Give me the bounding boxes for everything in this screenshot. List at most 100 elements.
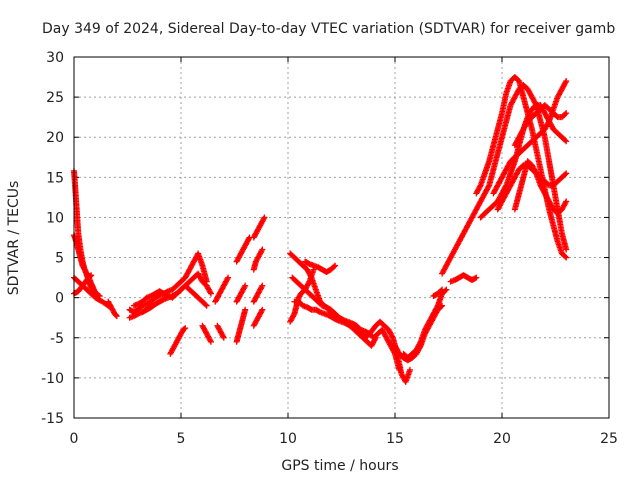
y-tick-label: -5: [50, 331, 64, 347]
data-point: [220, 334, 227, 341]
series-s34: [447, 272, 480, 285]
data-point: [562, 111, 569, 118]
series-s5: [105, 298, 120, 320]
data-point: [242, 306, 249, 313]
y-axis-label: SDTVAR / TECUs: [6, 181, 22, 296]
data-point: [563, 78, 570, 85]
series-s18: [250, 246, 266, 273]
data-point: [259, 282, 266, 289]
series-s16: [250, 306, 266, 329]
data-point: [220, 333, 227, 340]
data-point: [241, 283, 248, 290]
x-tick-label: 25: [600, 431, 618, 447]
data-point: [203, 302, 210, 309]
x-tick-label: 10: [279, 431, 297, 447]
y-tick-label: -10: [41, 371, 64, 387]
data-point: [242, 282, 249, 289]
x-tick-label: 5: [177, 431, 186, 447]
data-point: [331, 263, 338, 270]
y-tick-label: 25: [46, 90, 64, 106]
series-s4: [71, 272, 95, 297]
data-point: [258, 308, 265, 315]
data-point: [389, 333, 396, 340]
x-tick-label: 20: [493, 431, 511, 447]
data-point: [259, 246, 266, 253]
data-point: [563, 254, 570, 261]
data-point: [202, 301, 209, 308]
data-point: [562, 137, 569, 144]
data-point: [225, 274, 232, 281]
data-point: [258, 283, 265, 290]
data-point: [207, 289, 214, 296]
data-point: [207, 338, 214, 345]
data-point: [545, 119, 552, 126]
data-point: [563, 198, 570, 205]
series-s12: [214, 322, 227, 341]
series-s30: [490, 78, 570, 197]
data-point: [181, 325, 188, 332]
y-tick-label: 15: [46, 170, 64, 186]
data-point: [406, 366, 413, 373]
data-point: [434, 304, 441, 311]
data-point: [562, 199, 569, 206]
series-s31: [511, 102, 570, 149]
data-point: [532, 168, 539, 175]
data-point: [563, 138, 570, 145]
series-s8: [130, 282, 210, 309]
chart-title: Day 349 of 2024, Sidereal Day-to-day VTE…: [42, 21, 615, 37]
x-axis-label: GPS time / hours: [281, 458, 398, 474]
y-tick-label: 20: [46, 130, 64, 146]
data-point: [307, 273, 314, 280]
series-s10: [199, 322, 214, 345]
data-point: [438, 287, 445, 294]
series-s33: [511, 158, 570, 217]
data-point: [182, 325, 189, 332]
series-s24: [302, 258, 339, 275]
data-point: [87, 273, 94, 280]
data-point: [485, 183, 492, 190]
data-point: [332, 262, 339, 269]
data-point: [113, 312, 120, 319]
y-tick-label: 0: [55, 291, 64, 307]
data-point: [259, 306, 266, 313]
data-point: [207, 290, 214, 297]
series-s15: [233, 234, 253, 265]
series-s11: [212, 274, 232, 305]
x-tick-label: 0: [70, 431, 79, 447]
data-point: [476, 183, 483, 190]
y-tick-label: 5: [55, 251, 64, 267]
data-point: [207, 337, 214, 344]
data-point: [562, 79, 569, 86]
series-s13: [233, 306, 249, 345]
data-point: [224, 275, 231, 282]
series-s35: [430, 286, 446, 300]
data-point: [305, 279, 312, 286]
data-point: [261, 214, 268, 221]
series-s26: [400, 286, 450, 361]
data-point: [473, 274, 480, 281]
data-point: [260, 215, 267, 222]
data-point: [416, 340, 423, 347]
series-s23: [291, 298, 413, 385]
data-point: [563, 170, 570, 177]
plot-frame: [73, 56, 610, 419]
data-point: [439, 286, 446, 293]
data-point: [563, 110, 570, 117]
data-point: [562, 253, 569, 260]
y-tick-label: 30: [46, 50, 64, 66]
x-tick-label: 15: [386, 431, 404, 447]
data-point: [88, 272, 95, 279]
data-point: [290, 312, 297, 319]
data-points: [71, 74, 570, 385]
series-s19: [250, 214, 268, 241]
data-point: [562, 171, 569, 178]
series-s17: [250, 282, 266, 305]
series-s9: [167, 325, 189, 357]
data-point: [113, 313, 120, 320]
series-s14: [233, 282, 249, 305]
data-point: [563, 246, 570, 253]
y-tick-label: -15: [41, 411, 64, 427]
data-point: [245, 235, 252, 242]
data-point: [258, 247, 265, 254]
